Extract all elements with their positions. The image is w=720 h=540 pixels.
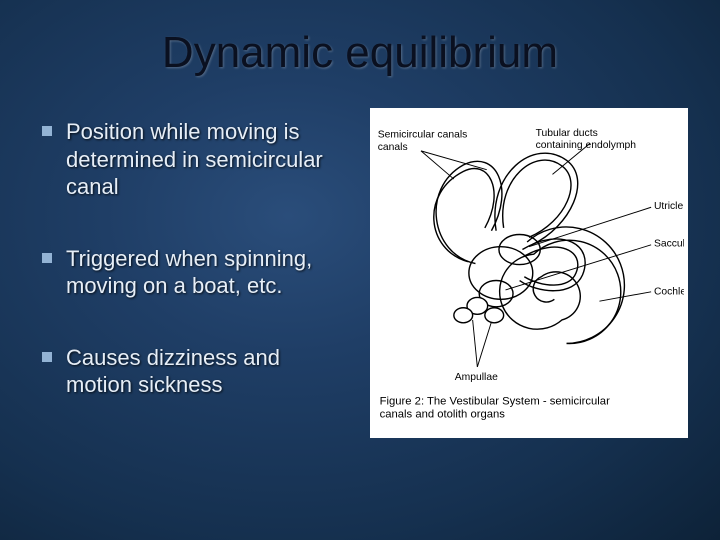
bullet-text: Causes dizziness and motion sickness (66, 344, 352, 399)
bullet-text: Triggered when spinning, moving on a boa… (66, 245, 352, 300)
slide-title: Dynamic equilibrium (32, 28, 688, 78)
bullet-item: Causes dizziness and motion sickness (42, 344, 352, 399)
label-tubular2: containing endolymph (536, 140, 637, 151)
bullet-item: Position while moving is determined in s… (42, 118, 352, 201)
figure-caption-line1: Figure 2: The Vestibular System - semici… (380, 396, 610, 408)
label-cochlea: Cochlea (654, 287, 684, 298)
label-saccule: Saccule (654, 239, 684, 250)
square-bullet-icon (42, 352, 52, 362)
square-bullet-icon (42, 253, 52, 263)
label-semicircular: Semicircular canals (378, 130, 468, 141)
semicircular-canals-shape (434, 153, 585, 291)
label-utricle: Utricle (654, 201, 684, 212)
label-ampullae: Ampullae (455, 372, 498, 383)
label-semicircular2: canals (378, 142, 408, 153)
slide: Dynamic equilibrium Position while movin… (0, 0, 720, 540)
figure-caption-line2: canals and otolith organs (380, 409, 506, 421)
ampullae-shape (454, 297, 504, 322)
label-tubular: Tubular ducts (536, 128, 598, 139)
bullet-list: Position while moving is determined in s… (42, 118, 352, 443)
vestibular-svg: Semicircular canals canals Tubular ducts… (374, 112, 684, 434)
cochlea-shape (500, 227, 625, 344)
body-row: Position while moving is determined in s… (32, 108, 688, 443)
bullet-item: Triggered when spinning, moving on a boa… (42, 245, 352, 300)
vestibular-figure: Semicircular canals canals Tubular ducts… (370, 108, 688, 438)
bullet-text: Position while moving is determined in s… (66, 118, 352, 201)
square-bullet-icon (42, 126, 52, 136)
